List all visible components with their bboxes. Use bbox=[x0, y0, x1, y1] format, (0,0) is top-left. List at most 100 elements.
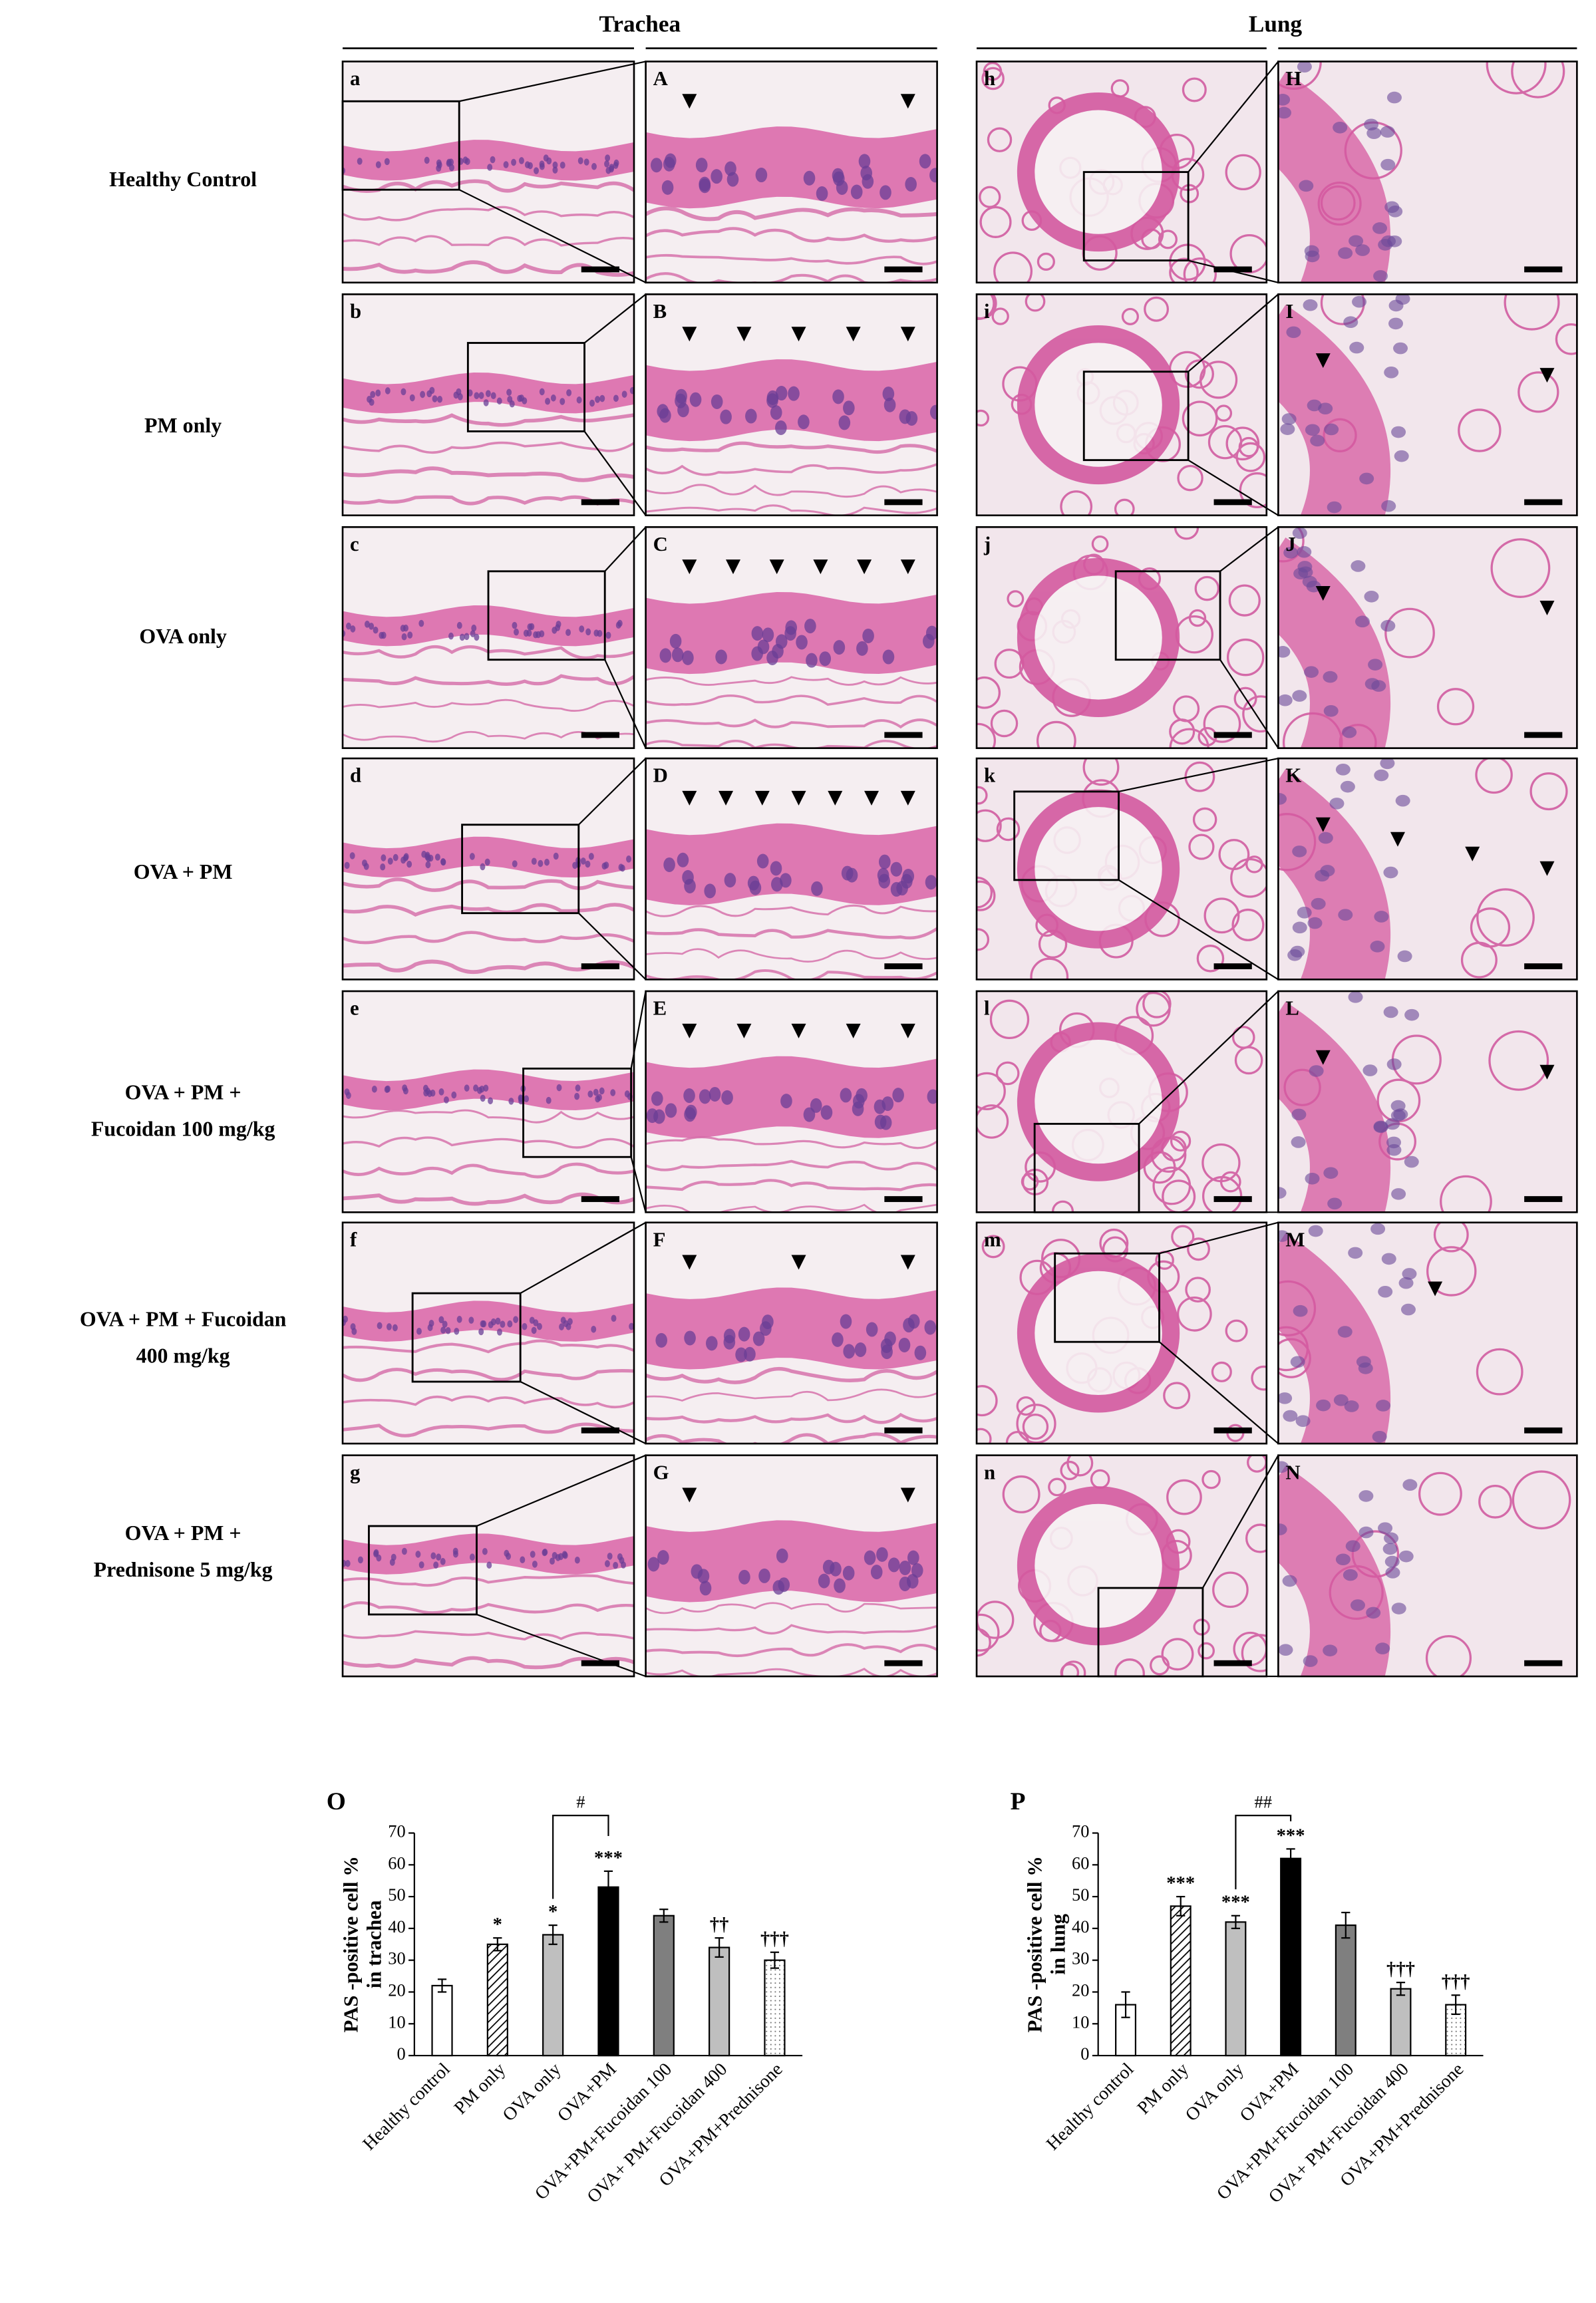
arrowhead bbox=[1539, 1064, 1555, 1080]
cell-nucleus bbox=[1358, 1490, 1374, 1502]
epithelium bbox=[343, 1301, 635, 1342]
cell-nucleus bbox=[683, 1088, 695, 1104]
alveolus bbox=[1225, 1319, 1248, 1342]
cell-nucleus bbox=[1278, 1230, 1289, 1242]
cell-nucleus bbox=[798, 414, 810, 430]
cell-nucleus bbox=[381, 631, 387, 639]
cell-nucleus bbox=[1293, 1305, 1308, 1317]
cell-nucleus bbox=[537, 1322, 542, 1330]
inset-connector bbox=[578, 758, 647, 826]
cell-nucleus bbox=[833, 640, 846, 655]
micrograph-image bbox=[645, 527, 937, 748]
cell-nucleus bbox=[629, 386, 635, 394]
cell-nucleus bbox=[552, 161, 558, 169]
cell-nucleus bbox=[724, 873, 736, 888]
micrograph-image bbox=[645, 758, 937, 980]
epithelium bbox=[343, 1069, 635, 1111]
panel-frame bbox=[1277, 61, 1578, 284]
cell-nucleus bbox=[1283, 547, 1299, 559]
significance-mark: * bbox=[493, 1915, 502, 1935]
micrograph-panel: F bbox=[645, 1221, 938, 1445]
scale-bar bbox=[1213, 266, 1252, 273]
arrowhead bbox=[1428, 1281, 1443, 1297]
connective-fiber bbox=[343, 466, 635, 482]
alveolus bbox=[1251, 1365, 1267, 1391]
cell-nucleus bbox=[1387, 235, 1402, 247]
cell-nucleus bbox=[1372, 222, 1388, 234]
cell-nucleus bbox=[1278, 1644, 1293, 1656]
alveolus bbox=[1517, 371, 1559, 413]
connective-fiber bbox=[343, 495, 635, 506]
connective-fiber bbox=[645, 927, 937, 940]
cell-nucleus bbox=[425, 861, 431, 869]
alveolus bbox=[1030, 957, 1069, 980]
bar bbox=[709, 1946, 730, 2057]
connective-fiber bbox=[645, 718, 937, 729]
arrowhead bbox=[846, 327, 861, 342]
cell-nucleus bbox=[911, 1563, 923, 1578]
cell-nucleus bbox=[653, 1109, 665, 1124]
arrowhead bbox=[857, 559, 872, 575]
micrograph-image bbox=[645, 61, 937, 283]
cell-nucleus bbox=[1298, 566, 1313, 579]
cell-nucleus bbox=[796, 635, 808, 650]
significance-mark: *** bbox=[1166, 1873, 1195, 1894]
alveolus bbox=[977, 294, 997, 320]
cell-nucleus bbox=[751, 646, 763, 661]
cell-nucleus bbox=[881, 1096, 894, 1112]
cell-nucleus bbox=[816, 186, 828, 202]
airway-wall bbox=[1278, 1465, 1390, 1677]
panel-frame bbox=[645, 293, 938, 517]
cell-nucleus bbox=[1383, 1006, 1398, 1018]
alveolus bbox=[1173, 695, 1200, 722]
x-tick-label: OVA only bbox=[1181, 2058, 1247, 2125]
cell-nucleus bbox=[1335, 1553, 1351, 1566]
cell-nucleus bbox=[1371, 680, 1386, 692]
micrograph-panel: C bbox=[645, 526, 938, 749]
cell-nucleus bbox=[659, 648, 672, 663]
connective-fiber bbox=[343, 1422, 635, 1438]
cell-nucleus bbox=[611, 1314, 617, 1322]
scale-bar bbox=[1213, 732, 1252, 738]
alveolus bbox=[1170, 1130, 1192, 1152]
column-header: Trachea bbox=[599, 11, 681, 37]
alveolus bbox=[1426, 1246, 1477, 1297]
cell-nucleus bbox=[780, 1094, 792, 1109]
cell-nucleus bbox=[527, 623, 533, 631]
arrowhead bbox=[900, 1255, 915, 1270]
cell-nucleus bbox=[556, 621, 561, 628]
cell-nucleus bbox=[380, 863, 386, 871]
y-axis-label: in lung bbox=[1047, 1913, 1070, 1974]
cell-nucleus bbox=[580, 857, 586, 865]
cell-nucleus bbox=[1333, 1394, 1349, 1406]
panel-letter: A bbox=[653, 67, 669, 90]
panel-frame bbox=[1277, 757, 1578, 981]
cell-nucleus bbox=[432, 395, 438, 402]
panel-letter: K bbox=[1285, 764, 1301, 787]
comparison-label: ## bbox=[1255, 1792, 1272, 1812]
micrograph-panel: c bbox=[341, 526, 647, 749]
cell-nucleus bbox=[490, 156, 496, 164]
cell-nucleus bbox=[766, 390, 779, 405]
inset-connector bbox=[630, 1156, 647, 1213]
cell-nucleus bbox=[536, 631, 542, 639]
cell-nucleus bbox=[836, 180, 848, 195]
cell-nucleus bbox=[574, 1556, 580, 1564]
cell-nucleus bbox=[591, 1326, 597, 1333]
alveolus bbox=[1475, 758, 1513, 794]
cell-nucleus bbox=[1378, 1286, 1393, 1298]
arrowhead bbox=[791, 1255, 806, 1270]
row-label: PM only bbox=[144, 414, 222, 437]
cell-nucleus bbox=[903, 1318, 915, 1333]
cell-nucleus bbox=[899, 1560, 911, 1575]
cell-nucleus bbox=[1372, 1430, 1387, 1443]
arrowhead bbox=[791, 327, 806, 342]
panel-letter: h bbox=[984, 67, 995, 90]
alveolus bbox=[989, 999, 1030, 1040]
micrograph-image bbox=[343, 758, 635, 980]
cell-nucleus bbox=[1391, 1603, 1406, 1614]
alveolus bbox=[1185, 1277, 1211, 1303]
cell-nucleus bbox=[343, 1315, 348, 1323]
alveolus bbox=[1234, 1046, 1263, 1075]
inset-connector bbox=[578, 912, 647, 981]
